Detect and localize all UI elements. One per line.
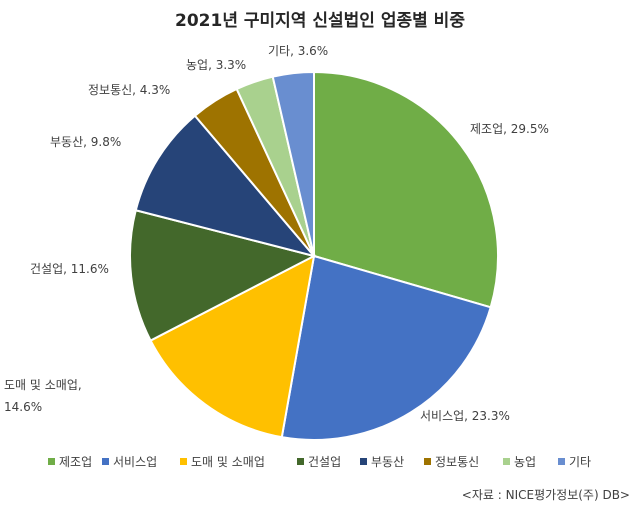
legend-label: 부동산 bbox=[371, 455, 404, 469]
legend-label: 서비스업 bbox=[113, 455, 157, 469]
legend-item-8: 기타 bbox=[558, 455, 591, 469]
data-label-3: 도매 및 소매업, 14.6% bbox=[4, 378, 82, 414]
legend-item-6: 정보통신 bbox=[424, 455, 479, 469]
legend-label: 건설업 bbox=[308, 455, 341, 469]
legend-label: 기타 bbox=[569, 455, 591, 469]
chart-title: 2021년 구미지역 신설법인 업종별 비중 bbox=[175, 11, 465, 31]
data-label-1: 제조업, 29.5% bbox=[470, 122, 549, 136]
legend-item-3: 도매 및 소매업 bbox=[180, 455, 265, 469]
data-label-8: 기타, 3.6% bbox=[268, 44, 328, 58]
legend-swatch bbox=[424, 458, 431, 465]
legend-swatch bbox=[360, 458, 367, 465]
legend-swatch bbox=[48, 458, 55, 465]
legend-item-2: 서비스업 bbox=[102, 455, 157, 469]
legend-label: 도매 및 소매업 bbox=[191, 455, 265, 469]
legend-swatch bbox=[503, 458, 510, 465]
data-label-7: 농업, 3.3% bbox=[186, 58, 246, 72]
legend-label: 제조업 bbox=[59, 455, 92, 469]
legend-item-7: 농업 bbox=[503, 455, 536, 469]
data-label-5: 부동산, 9.8% bbox=[50, 135, 121, 149]
legend-swatch bbox=[297, 458, 304, 465]
legend-item-4: 건설업 bbox=[297, 455, 341, 469]
legend-label: 정보통신 bbox=[435, 455, 479, 469]
pie-slice-2 bbox=[280, 254, 492, 441]
pie-slice-5 bbox=[134, 114, 317, 258]
data-label-2: 서비스업, 23.3% bbox=[420, 409, 510, 423]
legend-swatch bbox=[102, 458, 109, 465]
pie-slice-1 bbox=[313, 70, 499, 309]
legend-label: 농업 bbox=[514, 455, 536, 469]
legend-swatch bbox=[558, 458, 565, 465]
legend-swatch bbox=[180, 458, 187, 465]
source-note: <자료 : NICE평가정보(주) DB> bbox=[461, 488, 630, 502]
pie-slice-8 bbox=[271, 70, 315, 257]
legend-item-5: 부동산 bbox=[360, 455, 404, 469]
data-label-4: 건설업, 11.6% bbox=[30, 262, 109, 276]
pie-slice-4 bbox=[129, 209, 317, 342]
data-label-6: 정보통신, 4.3% bbox=[88, 83, 170, 97]
legend-item-1: 제조업 bbox=[48, 455, 92, 469]
pie-slice-3 bbox=[149, 254, 316, 439]
